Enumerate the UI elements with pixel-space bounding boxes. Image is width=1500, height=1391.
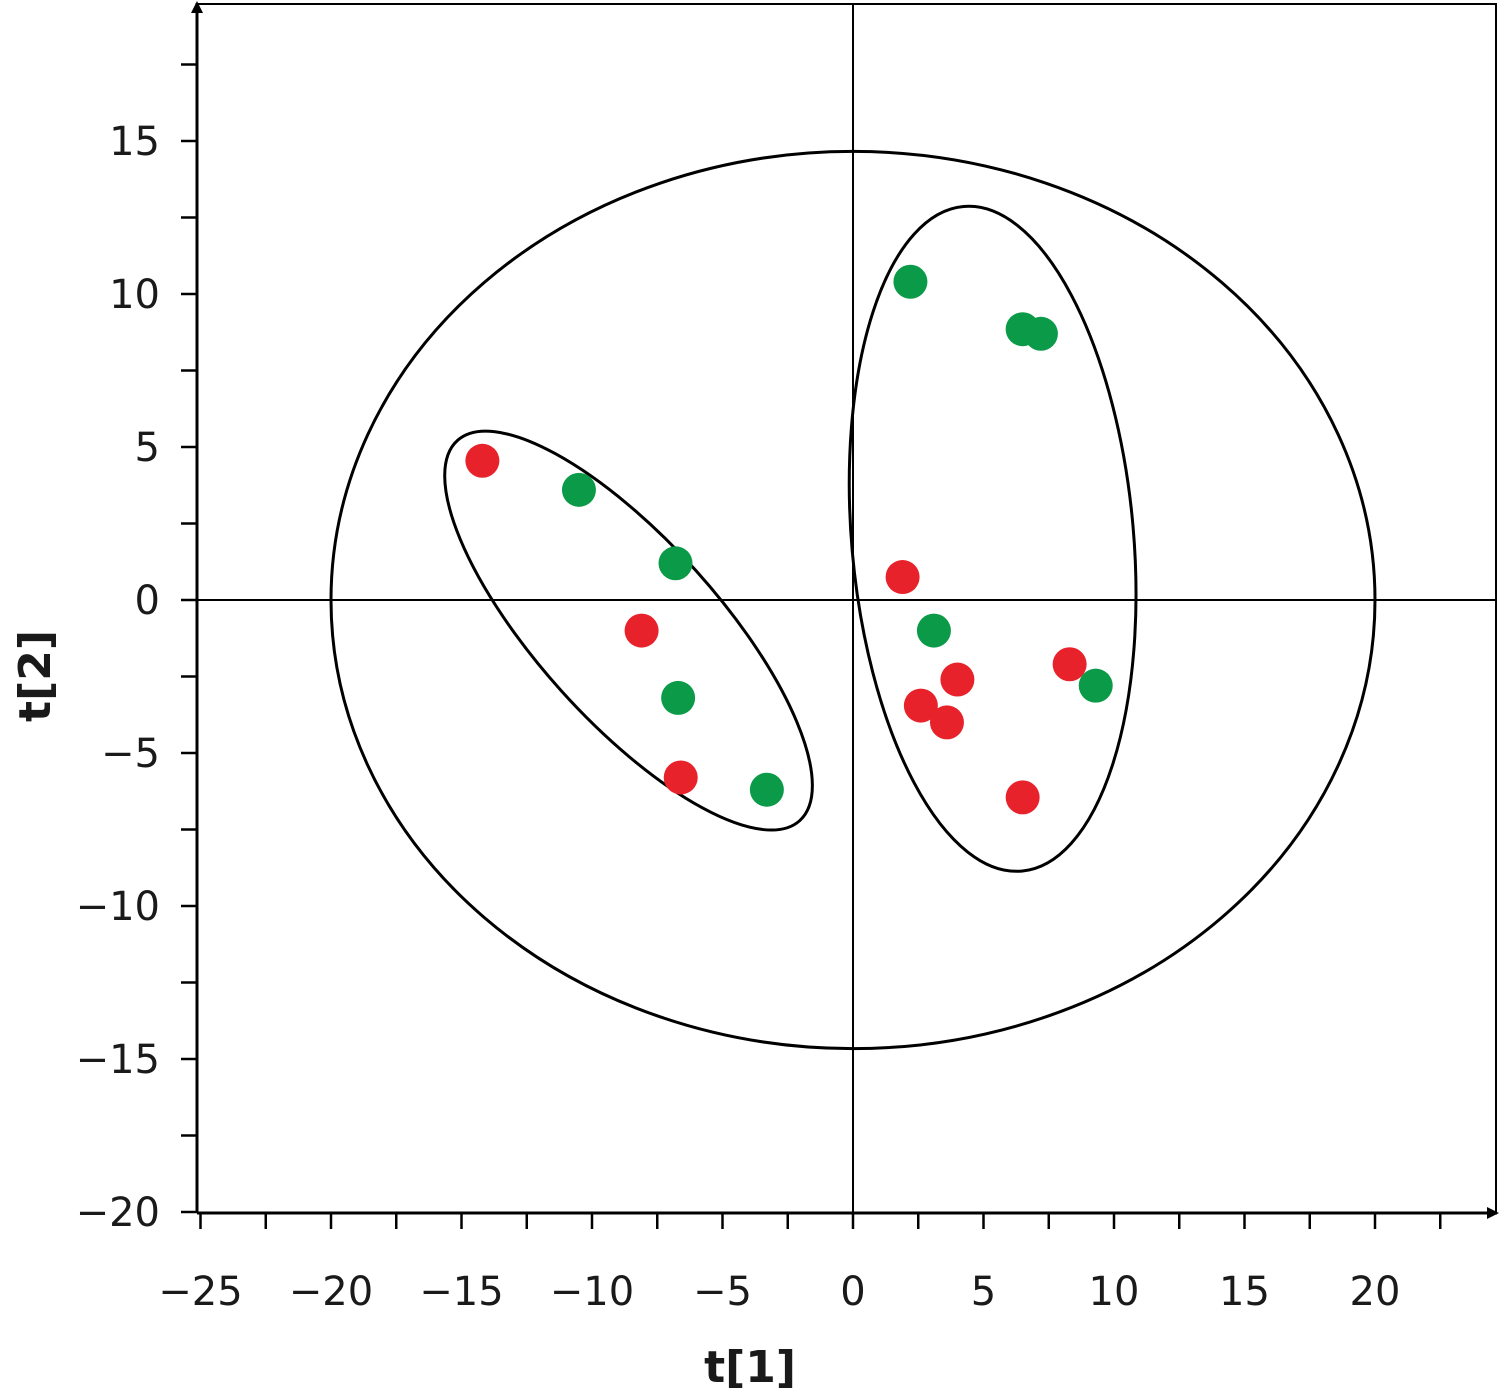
right-cluster-ellipse bbox=[847, 204, 1138, 873]
x-tick-label: −25 bbox=[158, 1269, 242, 1315]
y-tick-label: −15 bbox=[76, 1037, 160, 1083]
green-data-point bbox=[893, 264, 928, 299]
green-data-point bbox=[661, 680, 696, 715]
x-tick-label: −10 bbox=[550, 1269, 634, 1315]
green-data-point bbox=[658, 546, 693, 581]
green-data-point bbox=[561, 472, 596, 507]
y-tick-label: 5 bbox=[135, 425, 160, 471]
red-data-point bbox=[929, 705, 964, 740]
y-tick-label: 10 bbox=[109, 272, 160, 318]
x-tick-label: 5 bbox=[971, 1269, 996, 1315]
green-data-point bbox=[1078, 668, 1113, 703]
y-axis-title: t[2] bbox=[10, 630, 61, 722]
x-tick-label: −15 bbox=[419, 1269, 503, 1315]
x-axis-title: t[1] bbox=[704, 1342, 796, 1391]
y-tick-label: −5 bbox=[101, 731, 160, 777]
x-tick-label: −20 bbox=[289, 1269, 373, 1315]
x-tick-label: 15 bbox=[1219, 1269, 1270, 1315]
green-data-point bbox=[749, 772, 784, 807]
green-data-point bbox=[1023, 316, 1058, 351]
red-data-point bbox=[624, 613, 659, 648]
y-tick-label: −10 bbox=[76, 884, 160, 930]
x-tick-label: 10 bbox=[1089, 1269, 1140, 1315]
y-tick-label: 0 bbox=[135, 578, 160, 624]
x-tick-label: 20 bbox=[1350, 1269, 1401, 1315]
x-tick-label: −5 bbox=[693, 1269, 752, 1315]
y-tick-label: 15 bbox=[109, 119, 160, 165]
red-data-point bbox=[940, 662, 975, 697]
red-data-point bbox=[465, 443, 500, 478]
y-tick-label: −20 bbox=[76, 1190, 160, 1236]
red-data-point bbox=[885, 560, 920, 595]
green-data-point bbox=[916, 613, 951, 648]
red-data-point bbox=[1052, 647, 1087, 682]
red-data-point bbox=[1005, 780, 1040, 815]
left-cluster-ellipse bbox=[443, 429, 814, 832]
red-data-point bbox=[663, 760, 698, 795]
hotelling-t2-ellipse bbox=[329, 149, 1377, 1051]
x-tick-label: 0 bbox=[840, 1269, 865, 1315]
red-data-point bbox=[903, 688, 938, 723]
